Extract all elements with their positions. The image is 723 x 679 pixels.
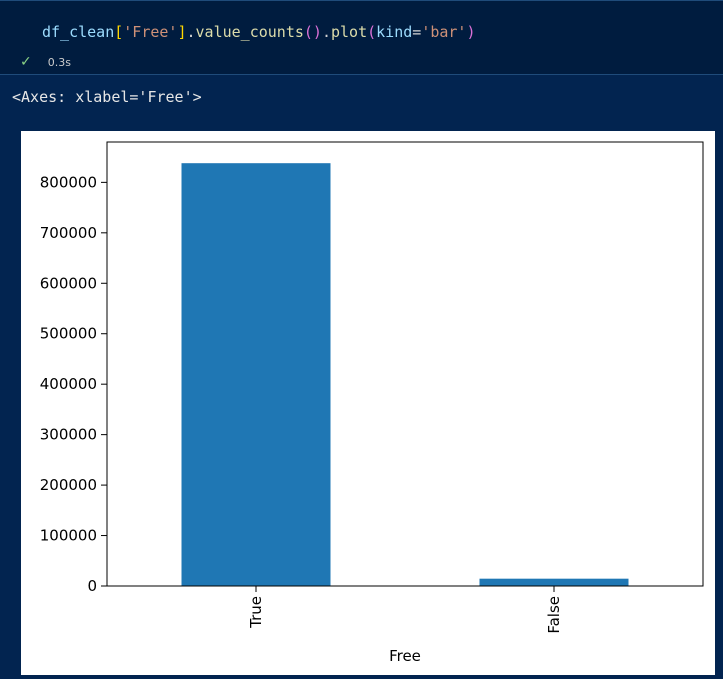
plot-frame [106, 141, 704, 587]
x-tick-label: True [247, 596, 265, 629]
code-token: [ [114, 23, 124, 41]
y-tick-label: 300000 [40, 426, 97, 444]
code-token: value_counts [195, 23, 304, 41]
x-axis-label: Free [389, 647, 421, 665]
code-token: () [303, 23, 322, 41]
execution-status: ✓ 0.3s [20, 53, 71, 71]
code-token: = [412, 23, 422, 41]
code-token: ) [466, 23, 476, 41]
code-cell[interactable]: df_clean['Free'].value_counts().plot(kin… [0, 0, 723, 75]
x-tick-label: False [545, 596, 563, 634]
y-tick-label: 800000 [40, 173, 97, 191]
check-icon: ✓ [20, 54, 32, 70]
code-line[interactable]: df_clean['Free'].value_counts().plot(kin… [42, 23, 476, 41]
code-token: df_clean [42, 23, 115, 41]
code-token: ] [177, 23, 187, 41]
y-tick-label: 500000 [40, 325, 97, 343]
y-tick-label: 0 [87, 577, 97, 595]
y-tick-label: 700000 [40, 224, 97, 242]
output-text: <Axes: xlabel='Free'> [12, 88, 202, 106]
code-token: kind [376, 23, 413, 41]
bar-chart: 0 100000 200000 300000 400000 500000 600000 700… [40, 141, 704, 665]
bar-false [479, 578, 629, 586]
code-token: plot [331, 23, 368, 41]
y-tick-label: 200000 [40, 476, 97, 494]
code-token: . [186, 23, 196, 41]
bar-true [181, 163, 331, 586]
execution-time: 0.3s [47, 55, 71, 69]
code-token: 'bar' [421, 23, 467, 41]
code-token: . [321, 23, 331, 41]
y-tick-label: 100000 [40, 527, 97, 545]
y-tick-label: 600000 [40, 274, 97, 292]
y-tick-label: 400000 [40, 375, 97, 393]
code-token: ( [367, 23, 377, 41]
code-token: 'Free' [123, 23, 178, 41]
bar-chart-figure: 0 100000 200000 300000 400000 500000 600000 700… [21, 131, 715, 675]
